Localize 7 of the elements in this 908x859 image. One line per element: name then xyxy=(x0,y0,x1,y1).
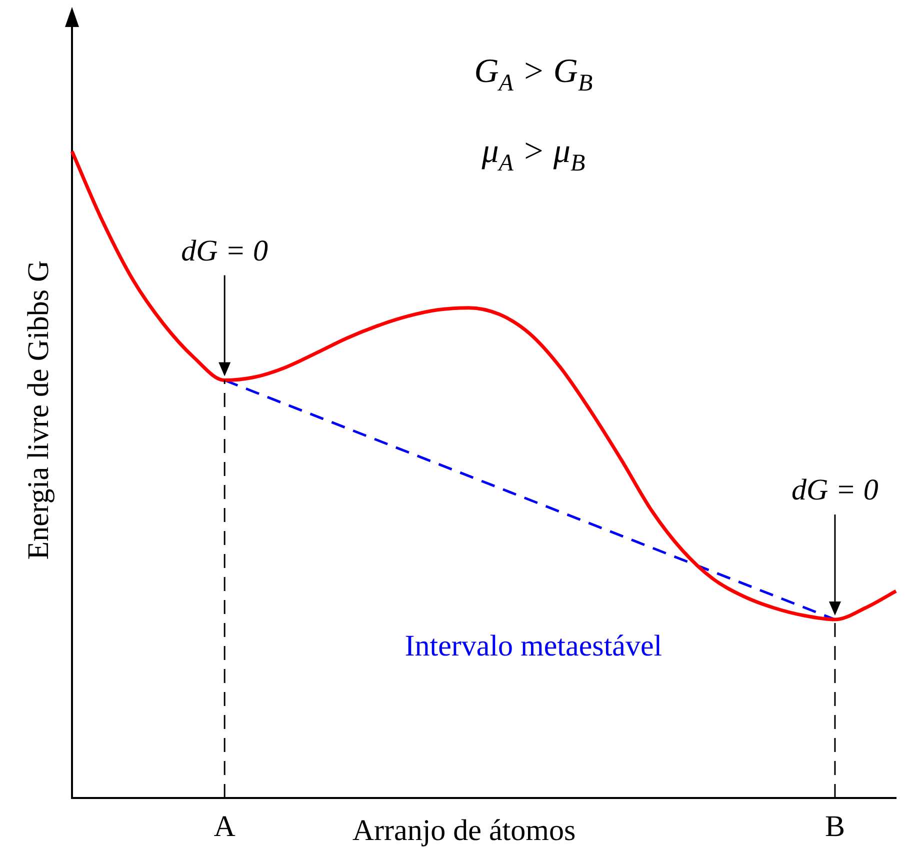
y-axis-title: Energia livre de Gibbs G xyxy=(22,260,55,560)
annotation: dG = 0 xyxy=(181,234,268,268)
x-axis-title: Arranjo de átomos xyxy=(352,814,576,847)
x-tick-label: A xyxy=(214,810,236,843)
x-tick-label: B xyxy=(824,810,845,843)
annotation: dG = 0 xyxy=(792,474,878,507)
annotation: Intervalo metaestável xyxy=(404,630,662,663)
